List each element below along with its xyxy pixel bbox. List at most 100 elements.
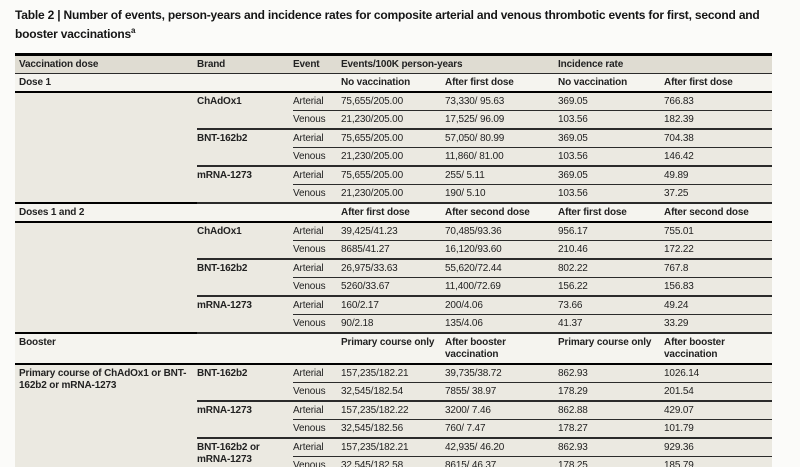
event-cell: Arterial [293,222,341,241]
table-number: Table 2 | [15,8,61,22]
dose-span-cell [15,92,197,203]
table-caption: Number of events, person-years and incid… [15,8,760,41]
value-cell: 75,655/205.00 [341,166,445,185]
brand-cell: mRNA-1273 [197,296,293,334]
value-cell: 157,235/182.21 [341,364,445,383]
value-cell: 57,050/ 80.99 [445,129,558,148]
value-cell: 21,230/205.00 [341,147,445,167]
value-cell: 73,330/ 95.63 [445,92,558,111]
table-row: ChAdOx1 Arterial 39,425/41.23 70,485/93.… [15,222,772,333]
value-cell: 157,235/182.22 [341,401,445,420]
value-cell: 255/ 5.11 [445,166,558,185]
table-row: ChAdOx1 Arterial 75,655/205.00 73,330/ 9… [15,92,772,203]
table-row: Venous 32,545/182.58 8615/ 46.37 178.25 … [15,456,772,467]
value-cell: 39,425/41.23 [341,222,445,241]
subcol-header: After second dose [664,202,772,223]
col-header-vaccination-dose: Vaccination dose [15,53,197,74]
value-cell: 369.05 [558,166,664,185]
value-cell: 32,545/182.54 [341,382,445,402]
value-cell: 178.27 [558,419,664,439]
table-row: mRNA-1273 Arterial 160/2.17 200/4.06 73.… [15,296,772,334]
value-cell: 3200/ 7.46 [445,401,558,420]
value-cell: 190/ 5.10 [445,184,558,204]
table-title: Table 2 | Number of events, person-years… [15,8,777,42]
table-row: BNT-162b2 or mRNA-1273 Arterial 157,235/… [15,438,772,467]
value-cell: 178.25 [558,456,664,467]
event-cell: Arterial [293,401,341,420]
value-cell: 39,735/38.72 [445,364,558,383]
table-row: mRNA-1273 Arterial 157,235/182.22 3200/ … [15,401,772,439]
empty-cell [293,332,341,365]
value-cell: 16,120/93.60 [445,240,558,260]
value-cell: 210.46 [558,240,664,260]
value-cell: 41.37 [558,314,664,334]
event-cell: Arterial [293,296,341,315]
value-cell: 75,655/205.00 [341,92,445,111]
value-cell: 11,400/72.69 [445,277,558,297]
col-header-incidence-rate: Incidence rate [558,53,772,74]
value-cell: 160/2.17 [341,296,445,315]
value-cell: 369.05 [558,92,664,111]
subcol-header: After first dose [664,73,772,93]
subcol-header: After booster vaccination [445,332,558,365]
subcol-header: After first dose [445,73,558,93]
empty-cell [293,202,341,223]
event-cell: Venous [293,456,341,467]
section-label: Dose 1 [15,73,197,93]
value-cell: 70,485/93.36 [445,222,558,241]
value-cell: 182.39 [664,110,772,130]
event-cell: Arterial [293,129,341,148]
value-cell: 157,235/182.21 [341,438,445,457]
value-cell: 1026.14 [664,364,772,383]
value-cell: 156.83 [664,277,772,297]
brand-cell: BNT-162b2 [197,259,293,297]
brand-cell: ChAdOx1 [197,92,293,130]
footnote-marker: a [131,26,136,35]
event-cell: Venous [293,147,341,167]
value-cell: 103.56 [558,110,664,130]
value-cell: 17,525/ 96.09 [445,110,558,130]
value-cell: 21,230/205.00 [341,184,445,204]
dose-span-cell: Primary course of ChAdOx1 or BNT-162b2 o… [15,364,197,467]
event-cell: Venous [293,382,341,402]
brand-cell: BNT-162b2 [197,129,293,167]
event-cell: Venous [293,110,341,130]
event-cell: Arterial [293,92,341,111]
subcol-header: After booster vaccination [664,332,772,365]
table-row: BNT-162b2 Arterial 75,655/205.00 57,050/… [15,129,772,167]
value-cell: 32,545/182.58 [341,456,445,467]
value-cell: 37.25 [664,184,772,204]
value-cell: 90/2.18 [341,314,445,334]
value-cell: 929.36 [664,438,772,457]
brand-cell: mRNA-1273 [197,401,293,439]
value-cell: 862.88 [558,401,664,420]
value-cell: 73.66 [558,296,664,315]
table-row: Venous 8685/41.27 16,120/93.60 210.46 17… [15,240,772,260]
value-cell: 862.93 [558,438,664,457]
value-cell: 101.79 [664,419,772,439]
section-row-dose-1: Dose 1 No vaccination After first dose N… [15,73,772,93]
table-row: BNT-162b2 Arterial 26,975/33.63 55,620/7… [15,259,772,297]
value-cell: 33.29 [664,314,772,334]
value-cell: 8685/41.27 [341,240,445,260]
subcol-header: After first dose [558,202,664,223]
value-cell: 42,935/ 46.20 [445,438,558,457]
table-row: Primary course of ChAdOx1 or BNT-162b2 o… [15,364,772,467]
value-cell: 146.42 [664,147,772,167]
value-cell: 201.54 [664,382,772,402]
subcol-header: No vaccination [341,73,445,93]
event-cell: Arterial [293,364,341,383]
subcol-header: No vaccination [558,73,664,93]
value-cell: 760/ 7.47 [445,419,558,439]
empty-cell [293,73,341,93]
value-cell: 103.56 [558,147,664,167]
results-table: Vaccination dose Brand Event Events/100K… [15,53,772,467]
value-cell: 178.29 [558,382,664,402]
value-cell: 369.05 [558,129,664,148]
value-cell: 103.56 [558,184,664,204]
subcol-header: After second dose [445,202,558,223]
value-cell: 26,975/33.63 [341,259,445,278]
event-cell: Arterial [293,438,341,457]
empty-cell [197,202,293,223]
